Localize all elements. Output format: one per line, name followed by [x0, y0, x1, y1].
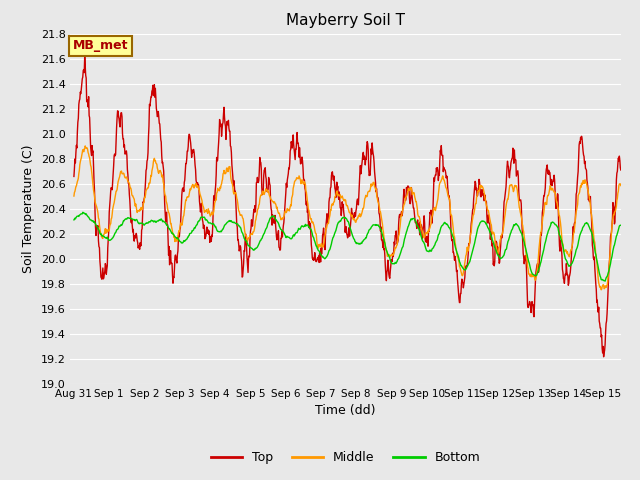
Top: [213, 158, 221, 164]
Bottom: [601, 278, 609, 284]
Top: [600, 354, 607, 360]
Top: [597, 334, 605, 340]
Middle: [597, 287, 605, 293]
Bottom: [617, 222, 625, 228]
Top: [379, 245, 387, 251]
Middle: [81, 143, 89, 149]
Middle: [617, 183, 625, 189]
Bottom: [79, 209, 86, 215]
Bottom: [70, 217, 78, 223]
Bottom: [379, 234, 387, 240]
Middle: [213, 190, 221, 195]
Text: MB_met: MB_met: [73, 39, 129, 52]
X-axis label: Time (dd): Time (dd): [316, 405, 376, 418]
Middle: [379, 227, 387, 233]
Top: [508, 157, 515, 163]
Bottom: [508, 228, 515, 233]
Middle: [76, 168, 83, 173]
Title: Mayberry Soil T: Mayberry Soil T: [286, 13, 405, 28]
Middle: [70, 193, 78, 199]
Middle: [167, 221, 175, 227]
Top: [76, 98, 83, 104]
Line: Bottom: Bottom: [74, 212, 621, 281]
Middle: [598, 286, 605, 292]
Line: Middle: Middle: [74, 146, 621, 290]
Bottom: [167, 229, 175, 235]
Top: [70, 174, 78, 180]
Top: [167, 260, 175, 265]
Top: [617, 167, 625, 173]
Bottom: [76, 212, 83, 218]
Middle: [508, 182, 515, 188]
Bottom: [213, 228, 221, 233]
Legend: Top, Middle, Bottom: Top, Middle, Bottom: [206, 446, 485, 469]
Line: Top: Top: [74, 57, 621, 357]
Bottom: [597, 277, 605, 283]
Top: [81, 54, 88, 60]
Y-axis label: Soil Temperature (C): Soil Temperature (C): [22, 144, 35, 273]
